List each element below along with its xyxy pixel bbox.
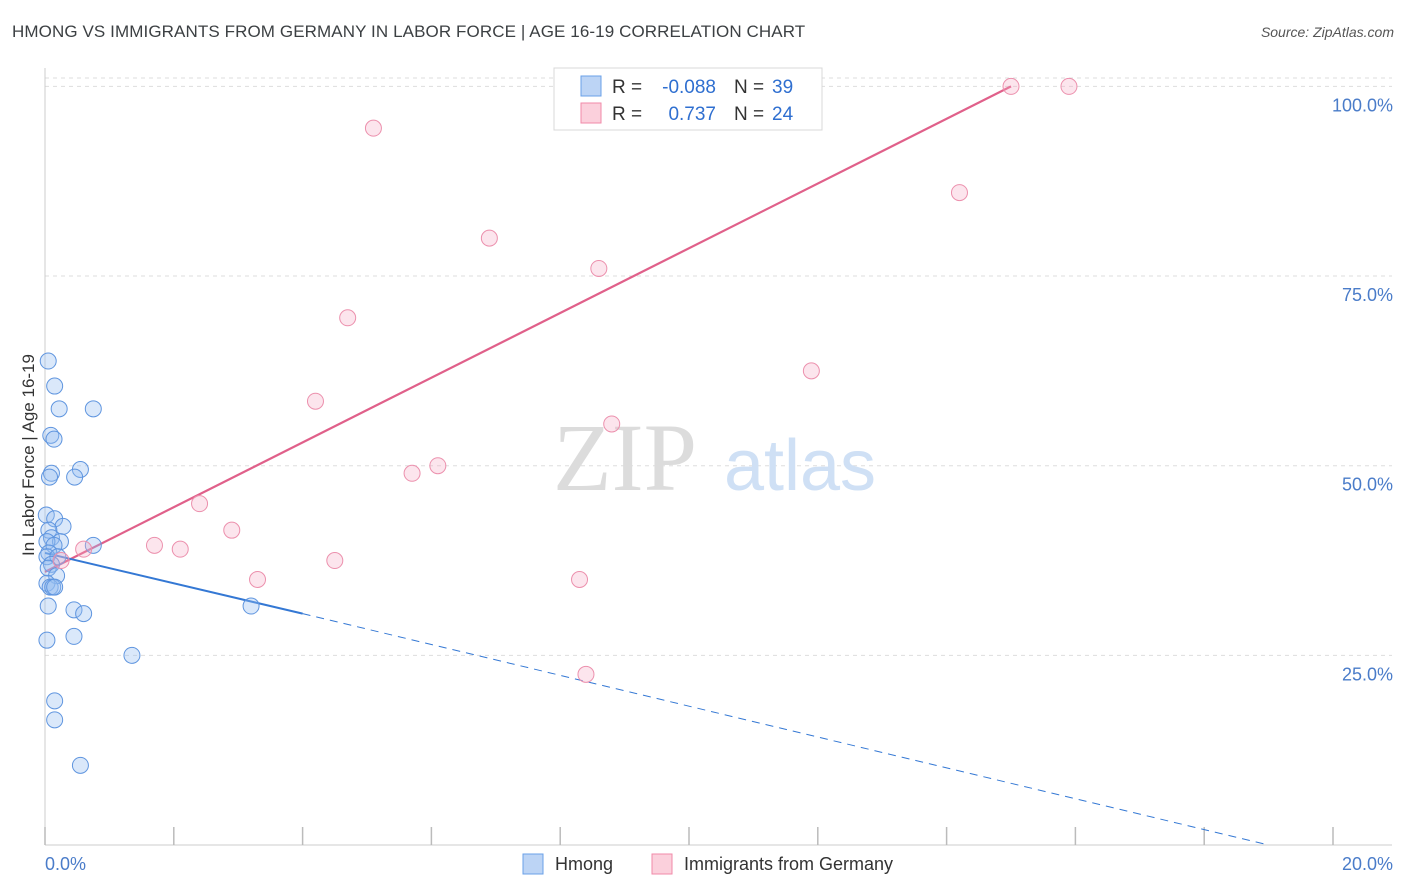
point-germany (326, 552, 344, 570)
legend-label-germany: Immigrants from Germany (684, 854, 893, 874)
point-germany (52, 552, 70, 570)
y-axis-title: In Labor Force | Age 16-19 (19, 354, 38, 556)
chart-title: HMONG VS IMMIGRANTS FROM GERMANY IN LABO… (12, 22, 806, 41)
point-germany (571, 570, 589, 588)
point-hmong (38, 631, 56, 649)
point-hmong (39, 597, 57, 615)
point-germany (590, 259, 608, 277)
y-tick-label: 25.0% (1342, 664, 1393, 684)
stats-r-value-germany: 0.737 (668, 104, 716, 125)
axes (44, 68, 1392, 846)
point-germany (1060, 77, 1078, 95)
point-germany (1002, 77, 1020, 95)
point-germany (75, 540, 93, 558)
x-tick-label-min: 0.0% (45, 854, 86, 874)
point-hmong (242, 597, 260, 615)
trend-line-hmong (44, 551, 303, 615)
point-hmong (84, 400, 102, 418)
stats-r-value-hmong: -0.088 (662, 77, 716, 98)
point-hmong (50, 400, 68, 418)
point-germany (191, 495, 209, 513)
point-germany (429, 457, 447, 475)
tick-labels: 25.0% 50.0% 75.0% 100.0% 0.0% 20.0% (45, 95, 1393, 874)
point-hmong (71, 756, 89, 774)
stats-n-value-hmong: 39 (772, 77, 793, 98)
y-tick-label: 75.0% (1342, 285, 1393, 305)
point-hmong (46, 692, 64, 710)
watermark: ZIP atlas (553, 404, 876, 511)
point-germany (950, 184, 968, 202)
point-hmong (66, 468, 84, 486)
point-germany (171, 540, 189, 558)
legend-label-hmong: Hmong (555, 854, 613, 874)
stats-n-label-germany: N = (734, 104, 764, 125)
stats-swatch-hmong (580, 75, 602, 97)
point-germany (577, 665, 595, 683)
point-hmong (46, 377, 64, 395)
stats-swatch-germany (580, 102, 602, 124)
legend-swatch-hmong (522, 853, 544, 875)
trend-lines (44, 85, 1269, 846)
stats-box: R = -0.088 N = 39 R = 0.737 N = 24 (553, 67, 823, 131)
point-germany (403, 464, 421, 482)
y-tick-label: 50.0% (1342, 475, 1393, 495)
stats-r-label-germany: R = (612, 104, 642, 125)
point-germany (802, 362, 820, 380)
legend-swatch-germany (651, 853, 673, 875)
point-hmong (45, 430, 63, 448)
point-hmong (75, 605, 93, 623)
trend-line-germany (44, 85, 1012, 573)
stats-n-label-hmong: N = (734, 77, 764, 98)
legend: Hmong Immigrants from Germany (522, 853, 893, 875)
stats-n-value-germany: 24 (772, 104, 794, 125)
x-tick-label-max: 20.0% (1342, 854, 1393, 874)
trend-line-hmong-dashed (302, 613, 1269, 846)
point-hmong (65, 627, 83, 645)
point-germany (603, 415, 621, 433)
source-label: Source: ZipAtlas.com (1260, 24, 1394, 40)
point-hmong (41, 468, 59, 486)
point-hmong (84, 536, 102, 554)
point-germany (223, 521, 241, 539)
point-germany (145, 536, 163, 554)
y-tick-label: 100.0% (1332, 95, 1393, 115)
point-germany (339, 309, 357, 327)
point-hmong (46, 711, 64, 729)
point-germany (306, 392, 324, 410)
watermark-zip: ZIP (553, 404, 697, 511)
point-germany (480, 229, 498, 247)
point-hmong (123, 646, 141, 664)
point-hmong (39, 352, 57, 370)
point-hmong (65, 601, 83, 619)
point-hmong (46, 578, 64, 596)
stats-r-label-hmong: R = (612, 77, 642, 98)
watermark-atlas: atlas (724, 426, 876, 506)
point-germany (364, 119, 382, 137)
grid-lines (45, 77, 1392, 656)
point-germany (249, 570, 267, 588)
